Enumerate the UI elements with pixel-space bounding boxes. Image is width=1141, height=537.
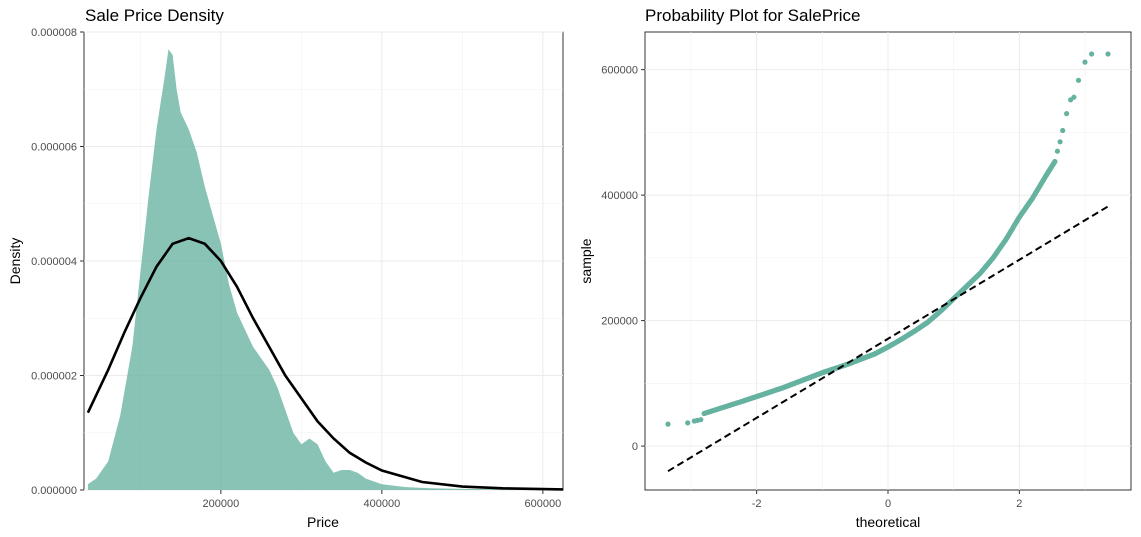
density-chart-title: Sale Price Density: [85, 6, 224, 25]
density-y-ticks: 0.000000 0.000002 0.000004 0.000006 0.000008: [31, 27, 84, 497]
qq-point: [1071, 94, 1077, 100]
qq-point: [1105, 51, 1111, 57]
x-tick-label: 600000: [525, 498, 562, 510]
qq-point: [1082, 59, 1088, 65]
qq-point: [1075, 77, 1082, 83]
qq-point: [665, 421, 671, 427]
qq-points: [665, 51, 1111, 427]
qq-x-axis-label: theoretical: [856, 514, 921, 530]
qq-point: [1060, 127, 1066, 134]
y-tick-label: 400000: [601, 190, 638, 202]
x-tick-label: 400000: [364, 498, 401, 510]
qq-point: [1054, 148, 1060, 154]
x-tick-label: -2: [752, 498, 762, 510]
qq-y-ticks: 0 200000 400000 600000: [601, 65, 645, 453]
qq-point: [1089, 51, 1095, 57]
x-tick-label: 2: [1016, 498, 1022, 510]
qq-panel: -2 0 2 0 200000 400000 600000 theoretical sam…: [578, 31, 1132, 530]
x-tick-label: 0: [885, 498, 891, 510]
density-x-ticks: 200000 400000 600000: [202, 490, 561, 510]
y-tick-label: 0.000004: [31, 256, 77, 268]
density-panel: 200000 400000 600000 0.0000000.0000020.000…: [7, 27, 564, 530]
y-tick-label: 0: [632, 441, 638, 453]
qq-point: [698, 417, 704, 423]
qq-chart-title: Probability Plot for SalePrice: [645, 6, 861, 25]
density-y-axis-label: Density: [7, 238, 23, 285]
normal-fit-curve: [86, 236, 564, 491]
x-tick-label: 200000: [202, 498, 239, 510]
density-x-axis-label: Price: [307, 514, 339, 530]
qq-reference-line: [667, 205, 1109, 473]
y-tick-label: 0.000002: [31, 371, 77, 383]
y-tick-label: 0.000008: [31, 27, 77, 39]
qq-x-ticks: -2 0 2: [752, 490, 1022, 510]
y-tick-label: 200000: [601, 316, 638, 328]
y-tick-label: 0.000006: [31, 142, 77, 154]
qq-point: [685, 420, 691, 426]
y-tick-label: 600000: [601, 65, 638, 77]
qq-point: [1064, 111, 1070, 117]
density-area: [87, 49, 564, 490]
y-tick-label: 0.000000: [31, 485, 77, 497]
qq-point: [1057, 139, 1063, 145]
qq-gridlines: [645, 32, 1131, 490]
qq-y-axis-label: sample: [578, 238, 594, 283]
qq-point: [1052, 158, 1058, 165]
